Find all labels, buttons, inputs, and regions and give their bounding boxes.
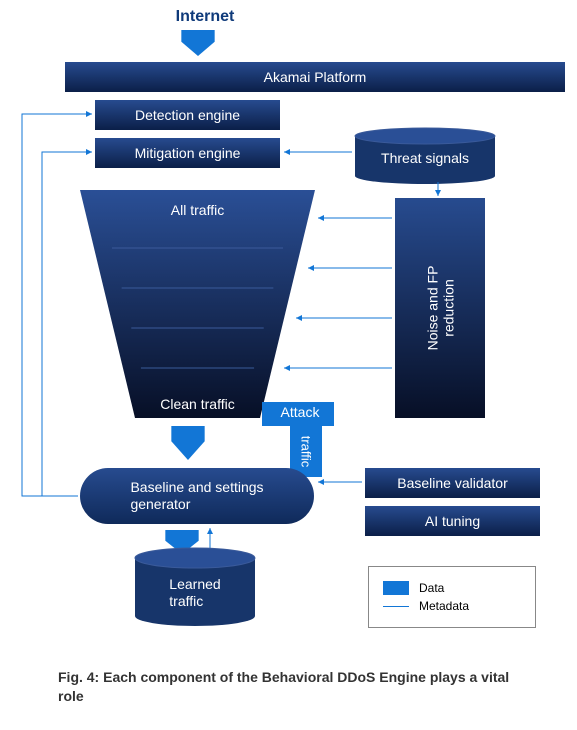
legend-meta-swatch [383,606,409,607]
attack-traffic-label: traffic [290,429,322,473]
internet-label: Internet [160,6,250,28]
legend-meta-label: Metadata [419,599,469,613]
baseline-validator-box: Baseline validator [365,468,540,498]
legend-meta-row: Metadata [383,599,521,613]
funnel-all-traffic-label: All traffic [80,198,315,222]
ai-tuning-box: AI tuning [365,506,540,536]
legend-data-label: Data [419,581,444,595]
learned-traffic-cylinder: Learnedtraffic [135,564,255,622]
figure-caption: Fig. 4: Each component of the Behavioral… [58,668,528,706]
detection-engine-box: Detection engine [95,100,280,130]
threat-signals-cylinder: Threat signals [355,138,495,178]
legend-data-swatch [383,581,409,595]
akamai-platform-box: Akamai Platform [65,62,565,92]
baseline-settings-generator-box: Baseline and settingsgenerator [80,468,314,524]
mitigation-engine-box: Mitigation engine [95,138,280,168]
attack-label: Attack [265,400,335,424]
noise-fp-reduction-box: Noise and FPreduction [395,198,485,418]
diagram-canvas: Internet Akamai Platform Detection engine M… [0,0,577,730]
funnel-clean-traffic-label: Clean traffic [129,392,266,416]
legend-data-row: Data [383,581,521,595]
legend: Data Metadata [368,566,536,628]
